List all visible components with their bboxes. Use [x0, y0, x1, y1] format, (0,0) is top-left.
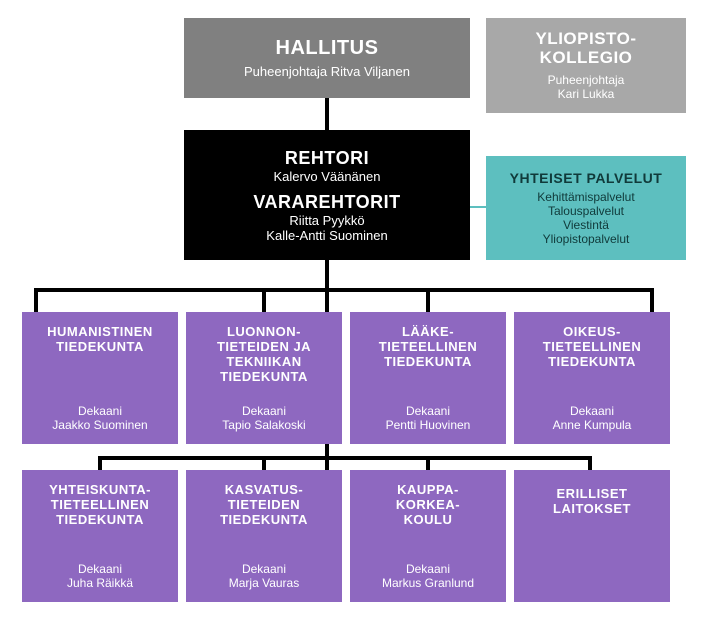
fac-title: LAITOKSET	[553, 501, 631, 516]
rehtori-title1: REHTORI	[285, 148, 369, 169]
fac-title: TIEDEKUNTA	[56, 512, 144, 527]
palvelut-l2: Talouspalvelut	[548, 204, 624, 218]
fac-title: TIETEELLINEN	[543, 339, 641, 354]
fac-title: TIEDEKUNTA	[56, 339, 144, 354]
fac-title: OIKEUS-	[563, 324, 621, 339]
fac-dean-name: Anne Kumpula	[553, 418, 632, 432]
hallitus-sub: Puheenjohtaja Ritva Viljanen	[244, 64, 410, 79]
rehtori-sub2: Riitta Pyykkö	[289, 213, 364, 228]
connector	[98, 456, 592, 460]
fac-dean-label: Dekaani	[242, 404, 286, 418]
fac-title: TIETEELLINEN	[379, 339, 477, 354]
connector	[325, 98, 329, 130]
rehtori-box: REHTORI Kalervo Väänänen VARAREHTORIT Ri…	[184, 130, 470, 260]
fac-title: TIEDEKUNTA	[220, 512, 308, 527]
fac-dean-label: Dekaani	[570, 404, 614, 418]
fac-title: HUMANISTINEN	[47, 324, 153, 339]
fac-title: YHTEISKUNTA-	[49, 482, 151, 497]
fac-dean-name: Juha Räikkä	[67, 576, 133, 590]
fac-title: KASVATUS-	[225, 482, 303, 497]
fac-title: LUONNON-	[227, 324, 301, 339]
fac-dean-name: Jaakko Suominen	[52, 418, 147, 432]
rehtori-title2: VARAREHTORIT	[253, 192, 400, 213]
hallitus-title: HALLITUS	[276, 37, 379, 60]
fac-title: KAUPPA-	[397, 482, 459, 497]
palvelut-l3: Viestintä	[563, 218, 609, 232]
fac-dean-label: Dekaani	[406, 404, 450, 418]
rehtori-sub3: Kalle-Antti Suominen	[266, 228, 387, 243]
faculty-kauppa: KAUPPA- KORKEA- KOULU Dekaani Markus Gra…	[350, 470, 506, 602]
faculty-oikeus: OIKEUS- TIETEELLINEN TIEDEKUNTA Dekaani …	[514, 312, 670, 444]
rehtori-sub1: Kalervo Väänänen	[274, 169, 381, 184]
fac-title: TEKNIIKAN	[226, 354, 301, 369]
palvelut-l1: Kehittämispalvelut	[537, 190, 634, 204]
fac-dean-label: Dekaani	[406, 562, 450, 576]
kollegio-box: YLIOPISTO- KOLLEGIO Puheenjohtaja Kari L…	[486, 18, 686, 113]
hallitus-box: HALLITUS Puheenjohtaja Ritva Viljanen	[184, 18, 470, 98]
fac-title: TIEDEKUNTA	[220, 369, 308, 384]
connector	[325, 444, 329, 460]
fac-title: KOULU	[404, 512, 453, 527]
faculty-humanistinen: HUMANISTINEN TIEDEKUNTA Dekaani Jaakko S…	[22, 312, 178, 444]
fac-title: TIEDEKUNTA	[548, 354, 636, 369]
faculty-yhteiskunta: YHTEISKUNTA- TIETEELLINEN TIEDEKUNTA Dek…	[22, 470, 178, 602]
faculty-kasvatus: KASVATUS- TIETEIDEN TIEDEKUNTA Dekaani M…	[186, 470, 342, 602]
faculty-erilliset: ERILLISET LAITOKSET	[514, 470, 670, 602]
connector	[470, 206, 486, 208]
kollegio-title2: KOLLEGIO	[540, 49, 633, 68]
kollegio-sub2: Kari Lukka	[558, 87, 615, 101]
fac-title: KORKEA-	[396, 497, 460, 512]
fac-title: LÄÄKE-	[402, 324, 454, 339]
fac-dean-label: Dekaani	[78, 404, 122, 418]
connector	[34, 288, 38, 314]
connector	[650, 288, 654, 314]
fac-title: TIEDEKUNTA	[384, 354, 472, 369]
kollegio-title1: YLIOPISTO-	[535, 30, 636, 49]
fac-title: ERILLISET	[557, 486, 628, 501]
connector	[426, 288, 430, 314]
connector	[262, 288, 266, 314]
fac-dean-name: Marja Vauras	[229, 576, 299, 590]
faculty-luonnontieteiden: LUONNON- TIETEIDEN JA TEKNIIKAN TIEDEKUN…	[186, 312, 342, 444]
fac-dean-name: Markus Granlund	[382, 576, 474, 590]
connector	[34, 288, 654, 292]
fac-title: TIETEIDEN JA	[217, 339, 311, 354]
fac-title: TIETEIDEN	[228, 497, 300, 512]
faculty-laake: LÄÄKE- TIETEELLINEN TIEDEKUNTA Dekaani P…	[350, 312, 506, 444]
palvelut-title: YHTEISET PALVELUT	[510, 170, 663, 186]
fac-dean-name: Tapio Salakoski	[222, 418, 305, 432]
fac-dean-name: Pentti Huovinen	[386, 418, 471, 432]
palvelut-box: YHTEISET PALVELUT Kehittämispalvelut Tal…	[486, 156, 686, 260]
kollegio-sub1: Puheenjohtaja	[548, 73, 625, 87]
palvelut-l4: Yliopistopalvelut	[543, 232, 630, 246]
fac-title: TIETEELLINEN	[51, 497, 149, 512]
fac-dean-label: Dekaani	[78, 562, 122, 576]
fac-dean-label: Dekaani	[242, 562, 286, 576]
